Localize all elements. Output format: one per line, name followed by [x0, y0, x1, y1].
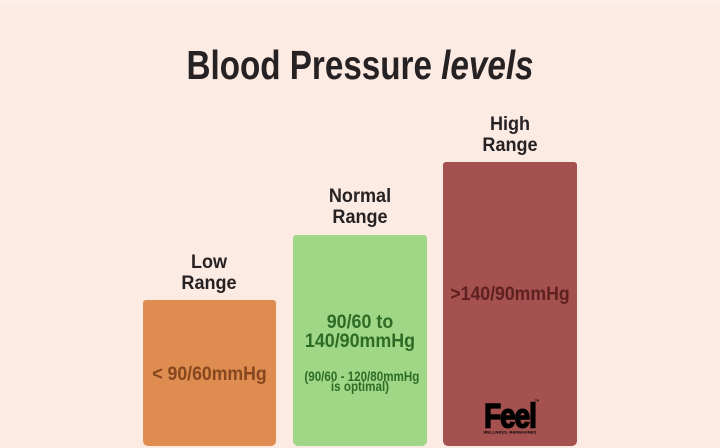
svg-text:Feel: Feel: [484, 397, 536, 435]
svg-text:WELLNESS, REIMAGINED: WELLNESS, REIMAGINED: [483, 430, 536, 435]
svg-text:TM: TM: [535, 399, 539, 403]
